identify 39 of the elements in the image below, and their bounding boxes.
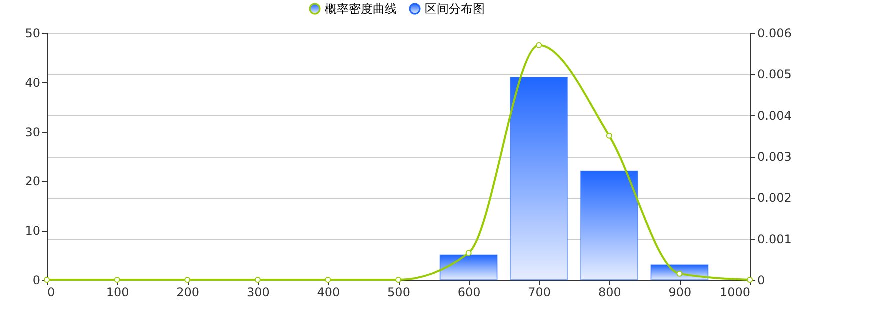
point — [254, 277, 261, 283]
y2-tick-label: 0.005 — [758, 68, 792, 82]
y-tick-label: 30 — [25, 125, 40, 140]
bar — [510, 76, 568, 280]
x-tick-label: 500 — [388, 286, 410, 300]
bar — [580, 170, 638, 280]
y-tick-label: 40 — [25, 76, 40, 90]
x-tick-label: 1000 — [720, 286, 750, 300]
point — [536, 42, 542, 48]
point — [466, 250, 472, 256]
y2-tick-label: 0 — [758, 274, 766, 288]
legend-label: 概率密度曲线 — [325, 2, 397, 16]
x-tick-label: 900 — [668, 286, 692, 300]
y2-tick-label: 0.003 — [758, 150, 792, 164]
point — [676, 270, 683, 277]
x-tick-label: 100 — [106, 286, 130, 300]
x-tick-label: 800 — [598, 286, 622, 300]
point — [184, 277, 191, 283]
y-tick-label: 20 — [25, 174, 40, 189]
y-tick-label: 10 — [25, 224, 40, 238]
x-tick-label: 0 — [48, 286, 56, 300]
y-tick-label: 50 — [25, 26, 40, 40]
x-tick-label: 700 — [528, 286, 552, 300]
y2-tick-label: 0.002 — [758, 191, 792, 206]
y2-tick-label: 0.001 — [758, 232, 792, 246]
y2-tick-label: 0.004 — [758, 108, 792, 123]
legend-label: 区间分布图 — [425, 2, 485, 16]
y2-tick-label: 0.006 — [758, 26, 792, 40]
x-tick-label: 600 — [458, 286, 481, 300]
point — [114, 277, 120, 283]
point — [747, 277, 753, 283]
y-tick-label: 0 — [32, 274, 40, 288]
x-tick-label: 300 — [246, 286, 270, 300]
bar — [440, 254, 498, 280]
point — [396, 277, 402, 283]
point — [606, 132, 612, 139]
x-tick-label: 400 — [317, 286, 340, 300]
point — [325, 277, 332, 283]
x-tick-label: 200 — [176, 286, 200, 300]
